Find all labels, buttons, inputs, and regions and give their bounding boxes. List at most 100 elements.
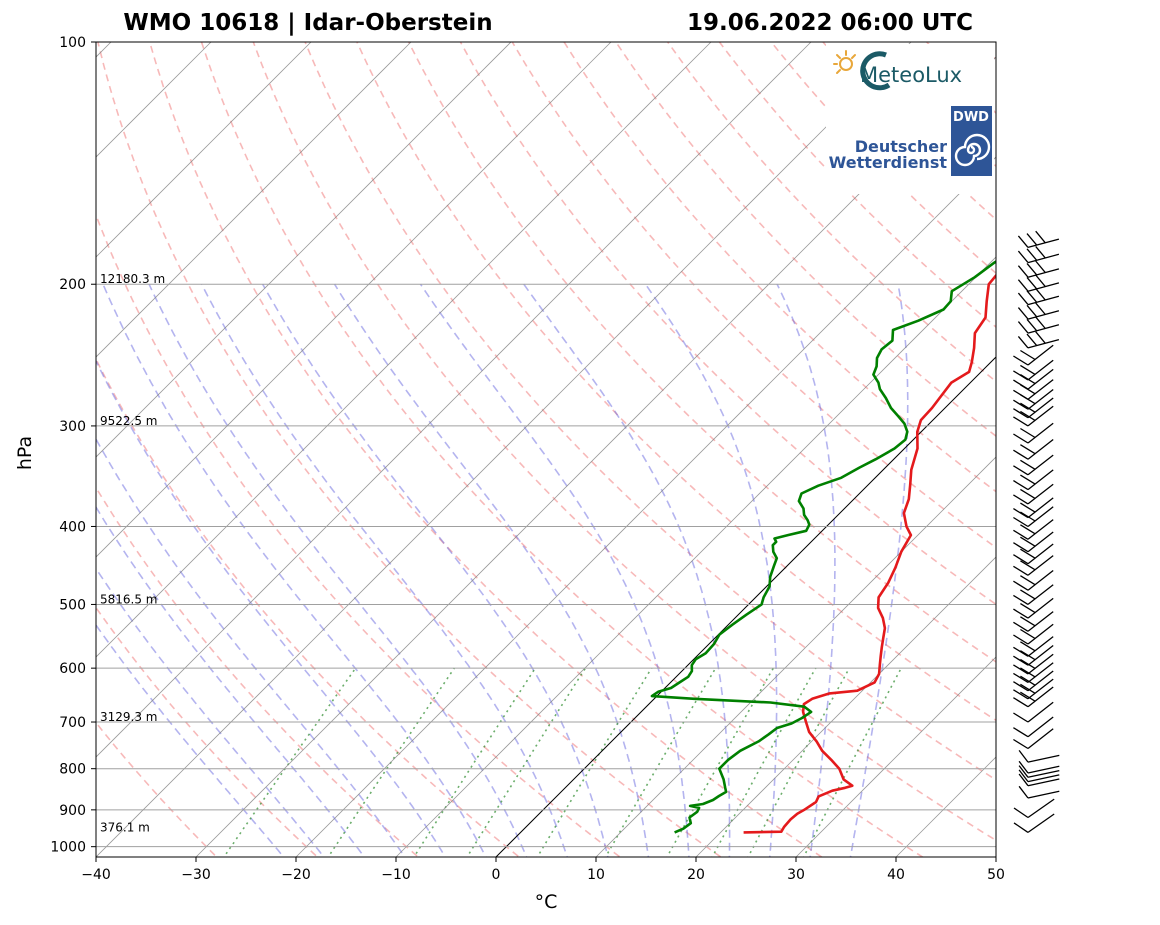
- barb-feather: [1013, 621, 1029, 632]
- barb-staff: [1027, 238, 1060, 249]
- height-label: 376.1 m: [100, 820, 150, 834]
- barb-feather: [1017, 235, 1029, 248]
- barb-feather: [1017, 307, 1029, 320]
- barb-feather: [1035, 331, 1046, 344]
- isotherm: [695, 556, 996, 857]
- barb-feather: [1018, 765, 1029, 778]
- wind-barb: [1013, 543, 1054, 565]
- barb-feather: [1018, 773, 1029, 787]
- barb-staff: [1027, 636, 1054, 657]
- x-tick-label: −40: [81, 867, 111, 883]
- barb-feather: [1020, 575, 1036, 586]
- barb-feather: [1035, 316, 1046, 329]
- wind-barb: [1013, 388, 1054, 410]
- barb-feather: [1018, 785, 1029, 799]
- x-tick-label: 10: [587, 867, 605, 883]
- barb-feather: [1013, 355, 1029, 366]
- barb-feather: [1017, 265, 1029, 278]
- isotherm: [96, 42, 612, 558]
- isotherm: [395, 256, 996, 857]
- wind-barb: [1013, 611, 1054, 632]
- barb-staff: [1027, 716, 1054, 738]
- barb-feather: [1013, 822, 1029, 833]
- wind-barb: [1013, 519, 1054, 540]
- wind-barb: [1018, 769, 1060, 783]
- wind-barb: [1013, 397, 1054, 419]
- isotherm: [96, 42, 812, 758]
- temperature-line: [743, 273, 996, 834]
- barb-staff: [1027, 798, 1055, 819]
- barb-staff: [1027, 282, 1060, 292]
- moist-adiabat: [96, 567, 326, 857]
- wind-barb: [1013, 405, 1054, 427]
- barb-feather: [1020, 364, 1036, 375]
- logos: MeteoLux Deutscher Wetterdienst DWD: [826, 44, 994, 194]
- station-title: WMO 10618 | Idar-Oberstein: [123, 10, 492, 36]
- barb-feather: [1013, 738, 1029, 750]
- wind-barb: [1013, 368, 1054, 390]
- barb-feather: [1018, 769, 1029, 782]
- barb-feather: [1018, 750, 1029, 763]
- moist-adiabat: [849, 284, 909, 857]
- barb-feather: [1013, 681, 1029, 692]
- barb-feather: [1013, 608, 1029, 619]
- dry-adiabat: [252, 42, 996, 842]
- moist-adiabat: [523, 283, 731, 857]
- barb-staff: [1027, 379, 1054, 400]
- dry-adiabat: [96, 606, 319, 857]
- barb-feather: [1020, 444, 1036, 455]
- x-tick-label: 0: [492, 867, 501, 883]
- barb-staff: [1027, 569, 1054, 591]
- y-axis-label: hPa: [14, 436, 36, 470]
- mixing-ratio-line: [222, 667, 357, 857]
- moist-adiabat: [419, 283, 690, 857]
- barb-staff: [1027, 506, 1054, 528]
- barb-feather: [1013, 580, 1029, 591]
- barb-feather: [1020, 427, 1036, 439]
- barb-feather: [1013, 727, 1029, 738]
- wind-barb: [1013, 584, 1054, 605]
- barb-feather: [1013, 697, 1029, 708]
- barb-feather: [1026, 290, 1038, 303]
- barb-staff: [1027, 670, 1054, 692]
- barb-staff: [1027, 483, 1054, 505]
- y-tick-label: 400: [59, 519, 86, 535]
- wind-barb: [1013, 597, 1054, 619]
- x-tick-label: 20: [687, 867, 705, 883]
- dwd-badge: [951, 106, 992, 176]
- moist-adiabat: [148, 283, 528, 857]
- barb-feather: [1013, 634, 1029, 645]
- height-label: 5816.5 m: [100, 592, 158, 606]
- barb-feather: [1026, 248, 1038, 261]
- barb-feather: [1020, 394, 1036, 405]
- wind-barb: [1013, 728, 1054, 750]
- barb-feather: [1020, 616, 1036, 627]
- barb-feather: [1017, 321, 1029, 334]
- profiles: [650, 260, 996, 834]
- barb-feather: [1020, 524, 1036, 535]
- barb-feather: [1020, 691, 1036, 702]
- meteolux-swoosh-icon: [860, 51, 891, 91]
- x-axis: −40 −30 −20 −10 0 10 20 30 40 50: [81, 857, 1005, 883]
- barb-feather: [1035, 302, 1046, 315]
- isotherm: [795, 656, 996, 857]
- wind-barb: [1013, 531, 1054, 553]
- barb-staff: [1027, 701, 1054, 723]
- barb-feather: [1020, 488, 1036, 499]
- wind-barb: [1018, 760, 1060, 774]
- barb-staff: [1027, 359, 1054, 381]
- y-tick-label: 100: [59, 35, 86, 51]
- barb-feather: [1020, 675, 1036, 686]
- barb-staff: [1027, 422, 1054, 444]
- wind-barb: [1017, 287, 1060, 306]
- barb-feather: [1020, 560, 1036, 571]
- wind-barb: [1013, 798, 1055, 819]
- height-label: 3129.3 m: [100, 710, 158, 724]
- isotherm: [96, 42, 512, 458]
- barb-staff: [1027, 623, 1054, 645]
- barb-staff: [1027, 497, 1054, 519]
- barb-feather: [1026, 262, 1038, 276]
- mixing-ratio-line: [413, 667, 536, 857]
- barb-staff: [1027, 438, 1054, 460]
- barb-feather: [1020, 628, 1036, 640]
